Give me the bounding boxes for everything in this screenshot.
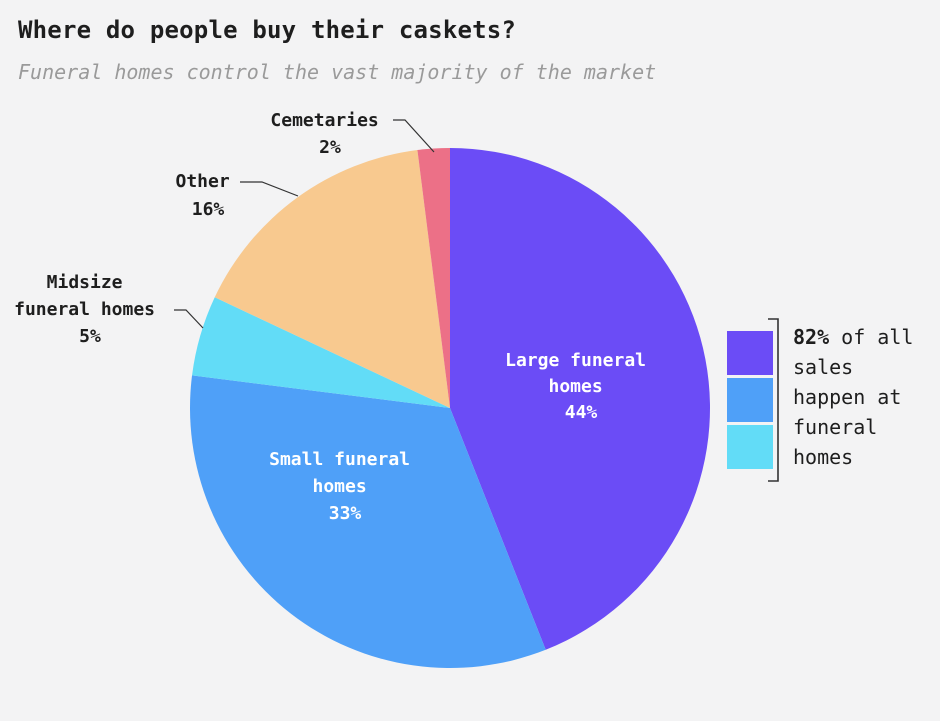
swatch-small: [727, 378, 773, 422]
swatch-large: [727, 331, 773, 375]
chart-title: Where do people buy their caskets?: [18, 16, 517, 44]
funeral-home-share-note: 82% of all sales happen at funeral homes: [793, 322, 933, 472]
swatch-midsize: [727, 425, 773, 469]
label-cemetaries: Cemetaries 2%: [270, 110, 389, 158]
leader-cemetaries: [393, 119, 435, 153]
leader-other: [240, 181, 299, 197]
note-percent: 82%: [793, 325, 830, 349]
chart-subtitle: Funeral homes control the vast majority …: [18, 60, 657, 84]
label-other: Other 16%: [175, 171, 240, 220]
slice-other: [214, 150, 450, 408]
leader-midsize: [174, 309, 204, 329]
label-small-funeral-homes: Small funeral homes 33%: [269, 449, 421, 524]
slice-small-funeral-homes: [190, 375, 546, 668]
slice-cemetaries: [417, 148, 450, 408]
slice-large-funeral-homes: [450, 148, 711, 650]
slice-midsize-funeral-homes: [192, 297, 450, 408]
label-midsize-funeral-homes: Midsize funeral homes 5%: [14, 272, 166, 347]
label-large-funeral-homes: Large funeral homes 44%: [505, 350, 657, 423]
bracket: [768, 318, 779, 482]
note-text: of all sales happen at funeral homes: [793, 325, 914, 469]
